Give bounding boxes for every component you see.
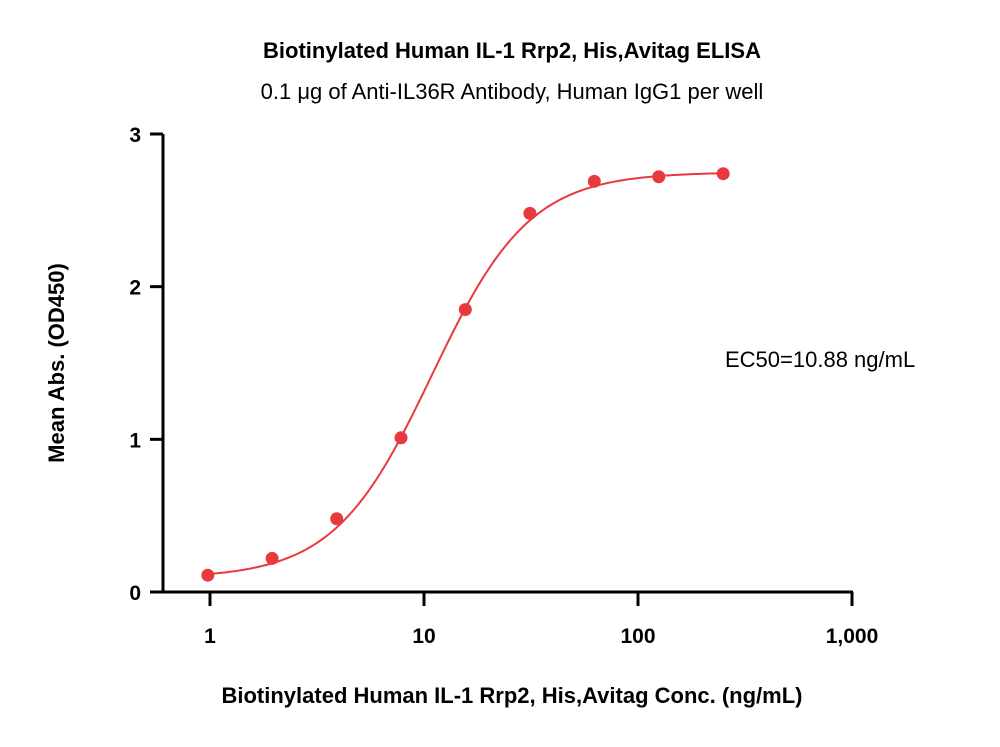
y-axis: 0 1 2 3 <box>129 124 165 605</box>
y-tick-label: 3 <box>129 124 141 147</box>
x-ticks: 1 10 100 1,000 <box>204 592 878 648</box>
ec50-annotation: EC50=10.88 ng/mL <box>725 347 915 372</box>
x-tick-label: 1,000 <box>826 625 879 648</box>
data-point <box>587 174 601 188</box>
data-point <box>652 170 666 184</box>
data-point <box>330 512 344 526</box>
x-axis: 1 10 100 1,000 <box>150 590 878 648</box>
y-tick-label: 2 <box>129 277 141 300</box>
data-point <box>458 303 472 317</box>
x-axis-label: Biotinylated Human IL-1 Rrp2, His,Avitag… <box>221 683 802 708</box>
y-tick-label: 1 <box>129 429 141 452</box>
x-tick-label: 1 <box>204 625 216 648</box>
data-point <box>716 167 730 181</box>
fit-curve <box>207 172 724 576</box>
data-points <box>201 167 730 582</box>
data-point <box>394 431 408 445</box>
data-point <box>523 206 537 220</box>
data-point <box>265 551 279 565</box>
chart-title: Biotinylated Human IL-1 Rrp2, His,Avitag… <box>263 38 761 63</box>
chart-subtitle: 0.1 μg of Anti-IL36R Antibody, Human IgG… <box>261 79 764 104</box>
y-axis-label: Mean Abs. (OD450) <box>44 263 69 463</box>
plot-area <box>201 167 730 582</box>
y-tick-label: 0 <box>129 582 141 605</box>
y-ticks: 0 1 2 3 <box>129 124 163 605</box>
x-tick-label: 10 <box>412 625 435 648</box>
x-tick-label: 100 <box>620 625 655 648</box>
data-point <box>201 568 215 582</box>
